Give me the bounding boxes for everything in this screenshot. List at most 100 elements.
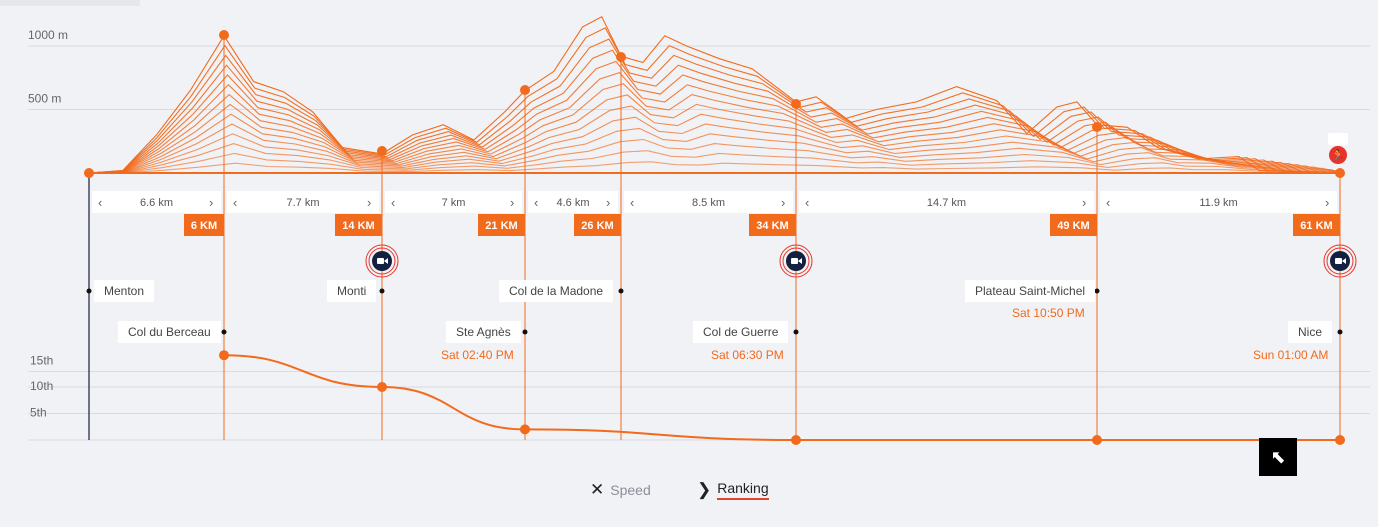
chevron-right-icon[interactable]: ›	[1325, 195, 1329, 210]
chevron-left-icon[interactable]: ‹	[391, 195, 395, 210]
label-connector-dot	[1094, 288, 1100, 294]
elevation-checkpoint-dot	[1335, 168, 1345, 178]
ranking-point	[791, 435, 801, 445]
elevation-contour-line	[88, 105, 1341, 174]
ranking-point	[219, 350, 229, 361]
camera-lens	[798, 258, 802, 264]
segment-distance-label: 14.7 km	[927, 197, 966, 209]
chevron-left-icon[interactable]: ‹	[1106, 195, 1110, 210]
elevation-contour-line	[88, 27, 1341, 174]
segment-distance-label: 7.7 km	[286, 197, 319, 209]
camera-lens	[384, 258, 388, 264]
chevron-right-icon[interactable]: ›	[1082, 195, 1086, 210]
checkpoint-col-de-guerre[interactable]: Col de Guerre	[693, 321, 789, 343]
label-connector-dot	[221, 329, 227, 335]
chevron-right-icon[interactable]: ›	[781, 195, 785, 210]
elevation-contour-line	[88, 161, 1341, 174]
camera-icon[interactable]	[1323, 244, 1357, 278]
camera-lens	[1342, 258, 1346, 264]
km-marker-label: 21 KM	[485, 220, 517, 232]
label-connector-dot	[618, 288, 624, 294]
runner-glyph: 🏃	[1331, 149, 1345, 162]
elevation-axis-label: 1000 m	[28, 28, 68, 42]
speed-toggle[interactable]: ✕ Speed	[590, 478, 651, 502]
segment-distance-label: 8.5 km	[692, 197, 725, 209]
chevron-right-icon: ❯	[697, 480, 712, 499]
chevron-right-icon[interactable]: ›	[367, 195, 371, 210]
segment-distance-label: 6.6 km	[140, 197, 173, 209]
checkpoint-time-nice: Sun 01:00 AM	[1253, 348, 1329, 362]
camera-body	[791, 258, 798, 264]
checkpoint-monti[interactable]: Monti	[327, 280, 377, 302]
ranking-axis-label: 5th	[30, 406, 47, 420]
segment-distance-bar	[799, 191, 1094, 213]
runner-icon: 🏃	[1328, 133, 1348, 164]
elevation-checkpoint-dot	[1092, 122, 1102, 132]
segment-distance-bar	[528, 191, 618, 213]
chevron-left-icon[interactable]: ‹	[233, 195, 237, 210]
km-marker-label: 49 KM	[1057, 220, 1089, 232]
ranking-toggle[interactable]: ❯ Ranking	[697, 478, 769, 502]
km-marker-badge	[1050, 214, 1097, 236]
elevation-contour-line	[88, 138, 1341, 174]
camera-ring-inner	[782, 247, 810, 275]
ranking-label: Ranking	[717, 480, 769, 500]
label-connector-dot	[379, 288, 385, 294]
segment-distance-label: 4.6 km	[556, 197, 589, 209]
ranking-axis-label: 10th	[30, 379, 53, 393]
km-marker-label: 61 KM	[1300, 220, 1332, 232]
expand-button[interactable]: ⬉	[1259, 438, 1297, 476]
elevation-contour-line	[88, 49, 1341, 174]
checkpoint-menton[interactable]: Menton	[94, 280, 155, 302]
top-tab-edge	[0, 0, 140, 6]
elevation-checkpoint-dot	[377, 146, 387, 156]
km-marker-badge	[335, 214, 382, 236]
segment-distance-bar	[227, 191, 379, 213]
ranking-point	[1335, 435, 1345, 445]
checkpoint-col-du-berceau[interactable]: Col du Berceau	[118, 321, 221, 343]
segment-distance-bar	[385, 191, 522, 213]
camera-ring-outer	[779, 244, 813, 278]
chevron-left-icon[interactable]: ‹	[534, 195, 538, 210]
ranking-point	[520, 424, 530, 435]
camera-ring-inner	[1326, 247, 1354, 275]
label-connector-dot	[1337, 329, 1343, 335]
checkpoint-time-col-de-guerre: Sat 06:30 PM	[711, 348, 784, 362]
km-marker-badge	[184, 214, 224, 236]
ranking-axis-label: 15th	[30, 354, 53, 368]
speed-label: Speed	[610, 482, 651, 498]
segment-distance-bar	[92, 191, 221, 213]
camera-ring-inner	[368, 247, 396, 275]
chevron-left-icon[interactable]: ‹	[98, 195, 102, 210]
checkpoint-col-de-la-madone[interactable]: Col de la Madone	[499, 280, 614, 302]
km-marker-label: 6 KM	[191, 220, 217, 232]
segment-distance-bar	[624, 191, 793, 213]
chevron-left-icon[interactable]: ‹	[805, 195, 809, 210]
close-x-icon: ✕	[590, 480, 605, 499]
km-marker-label: 34 KM	[756, 220, 788, 232]
chevron-right-icon[interactable]: ›	[510, 195, 514, 210]
km-marker-badge	[749, 214, 796, 236]
elevation-checkpoint-dot	[791, 99, 801, 109]
chevron-left-icon[interactable]: ‹	[630, 195, 634, 210]
camera-ring-outer	[1323, 244, 1357, 278]
checkpoint-plateau-saint-michel[interactable]: Plateau Saint-Michel	[965, 280, 1096, 302]
elevation-checkpoint-dot	[219, 30, 229, 40]
checkpoint-ste-agnes[interactable]: Ste Agnès	[446, 321, 521, 343]
elevation-checkpoint-dot	[616, 52, 626, 62]
km-marker-badge	[574, 214, 621, 236]
elevation-contour-line	[88, 150, 1341, 174]
runner-icon-bg	[1329, 146, 1347, 164]
segment-distance-label: 7 km	[442, 197, 466, 209]
checkpoint-nice[interactable]: Nice	[1288, 321, 1333, 343]
camera-icon[interactable]	[779, 244, 813, 278]
label-connector-dot	[86, 288, 92, 294]
elevation-contour-line	[88, 38, 1341, 174]
runner-tag	[1328, 133, 1348, 145]
chevron-right-icon[interactable]: ›	[209, 195, 213, 210]
camera-icon[interactable]	[365, 244, 399, 278]
ranking-point	[1092, 435, 1102, 445]
segment-distance-label: 11.9 km	[1199, 197, 1237, 209]
elevation-axis-label: 500 m	[28, 92, 61, 106]
chevron-right-icon[interactable]: ›	[606, 195, 610, 210]
